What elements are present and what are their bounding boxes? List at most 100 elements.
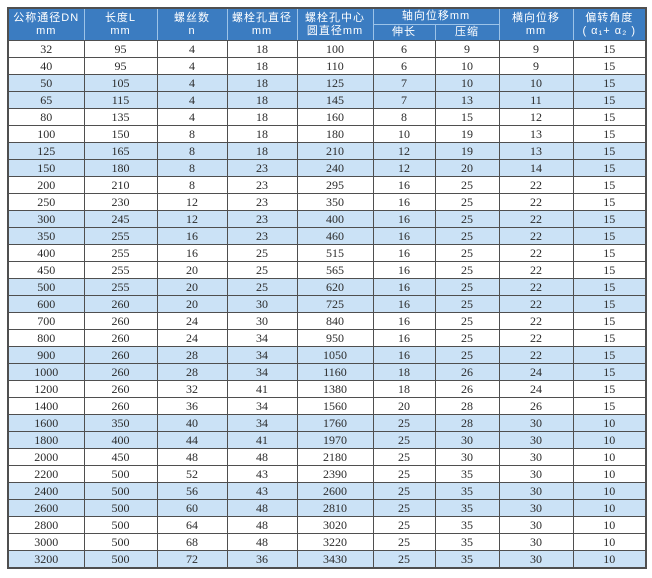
table-cell: 16 [372,193,436,211]
table-cell: 15 [572,295,647,313]
table-cell: 60 [156,499,228,517]
table-cell: 500 [7,278,85,296]
table-cell: 22 [498,295,574,313]
table-cell: 2000 [7,448,85,466]
table-cell: 95 [83,57,158,75]
table-cell: 80 [7,108,85,126]
table-cell: 15 [572,363,647,381]
table-cell: 700 [7,312,85,330]
table-cell: 9 [498,57,574,75]
table-cell: 22 [498,346,574,364]
table-cell: 150 [7,159,85,177]
table-cell: 34 [226,346,298,364]
table-cell: 460 [296,227,374,245]
table-cell: 19 [434,125,500,143]
table-cell: 160 [296,108,374,126]
table-cell: 15 [572,244,647,262]
table-cell: 260 [83,312,158,330]
table-row: 400 255 16 25 515 16 25 22 15 [7,244,647,262]
table-cell: 350 [83,414,158,432]
table-row: 1200 260 32 41 1380 18 26 24 15 [7,380,647,398]
table-cell: 35 [434,499,500,517]
table-cell: 350 [296,193,374,211]
table-cell: 1200 [7,380,85,398]
table-row: 900 260 28 34 1050 16 25 22 15 [7,346,647,364]
table-cell: 15 [572,74,647,92]
table-cell: 400 [7,244,85,262]
table-cell: 210 [83,176,158,194]
table-cell: 32 [7,40,85,58]
table-cell: 300 [7,210,85,228]
table-cell: 24 [156,329,228,347]
table-cell: 30 [498,431,574,449]
table-cell: 1970 [296,431,374,449]
header-line: ( α₁+ α₂ ) [582,24,637,37]
table-cell: 260 [83,380,158,398]
table-cell: 34 [226,329,298,347]
table-cell: 30 [498,516,574,534]
table-cell: 95 [83,40,158,58]
header-line: 圆直径mm [306,24,364,37]
table-cell: 12 [156,210,228,228]
table-cell: 19 [434,142,500,160]
table-cell: 18 [226,91,298,109]
table-cell: 255 [83,244,158,262]
table-cell: 250 [7,193,85,211]
table-cell: 2810 [296,499,374,517]
table-cell: 25 [434,278,500,296]
header-lateral: 横向位移 mm [498,7,574,41]
header-line: n [188,24,196,37]
table-cell: 620 [296,278,374,296]
table-cell: 165 [83,142,158,160]
table-cell: 15 [572,91,647,109]
table-cell: 22 [498,176,574,194]
table-cell: 2200 [7,465,85,483]
table-cell: 30 [434,448,500,466]
table-cell: 30 [498,499,574,517]
table-cell: 18 [226,74,298,92]
table-cell: 1000 [7,363,85,381]
table-cell: 240 [296,159,374,177]
table-cell: 15 [572,329,647,347]
table-cell: 15 [572,57,647,75]
table-cell: 11 [498,91,574,109]
table-row: 300 245 12 23 400 16 25 22 15 [7,210,647,228]
header-line: mm [110,24,131,37]
table-row: 2200 500 52 43 2390 25 35 30 10 [7,465,647,483]
table-row: 1600 350 40 34 1760 25 28 30 10 [7,414,647,432]
header-line: mm [251,24,273,37]
header-line: mm [525,24,547,37]
table-row: 50 105 4 18 125 7 10 10 15 [7,74,647,92]
table-cell: 500 [83,465,158,483]
table-row: 3200 500 72 36 3430 25 35 30 10 [7,550,647,569]
header-axial-extend: 伸长 [372,24,436,41]
table-cell: 3200 [7,550,85,569]
table-cell: 26 [434,363,500,381]
table-cell: 350 [7,227,85,245]
table-cell: 15 [572,397,647,415]
table-cell: 10 [572,448,647,466]
table-cell: 43 [226,482,298,500]
table-row: 1000 260 28 34 1160 18 26 24 15 [7,363,647,381]
table-cell: 16 [372,312,436,330]
table-cell: 2800 [7,516,85,534]
table-cell: 4 [156,108,228,126]
table-cell: 2600 [296,482,374,500]
table-cell: 8 [156,125,228,143]
table-cell: 8 [156,176,228,194]
table-row: 3000 500 68 48 3220 25 35 30 10 [7,533,647,551]
table-cell: 35 [434,516,500,534]
header-axial: 轴向位移mm [372,7,500,25]
table-cell: 515 [296,244,374,262]
header-line: mm [36,24,57,37]
table-cell: 4 [156,40,228,58]
table-cell: 25 [226,244,298,262]
table-cell: 30 [498,414,574,432]
table-cell: 15 [434,108,500,126]
table-row: 250 230 12 23 350 16 25 22 15 [7,193,647,211]
table-cell: 10 [572,516,647,534]
table-cell: 25 [434,346,500,364]
table-cell: 30 [498,448,574,466]
table-cell: 22 [498,312,574,330]
